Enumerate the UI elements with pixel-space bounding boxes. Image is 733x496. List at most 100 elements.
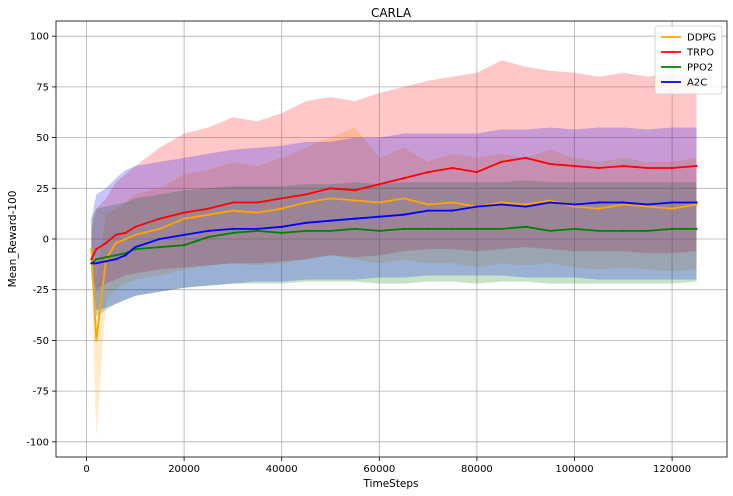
a2c-point [671,201,674,204]
trpo-point [475,171,478,174]
x-tick-label: 40000 [266,464,298,475]
legend-label-a2c: A2C [687,78,707,89]
ppo2-point [104,256,108,259]
trpo-point [500,160,503,163]
trpo-point [573,164,576,168]
a2c-point [95,262,98,265]
legend-box [654,25,723,95]
grid [56,21,727,457]
a2c-point [573,203,576,206]
ddpg-point [329,197,332,200]
trpo-point [104,242,108,245]
trpo-point [646,166,649,170]
ddpg-point [597,207,601,210]
x-axis-label: TimeSteps [362,478,418,490]
a2c-point [329,219,332,222]
ddpg-point [378,201,381,204]
trpo-point [402,177,405,180]
ppo2-point [305,229,308,232]
a2c-point [451,209,454,212]
trpo-point [124,231,127,234]
x-tick-label: 20000 [168,464,200,475]
ppo2-point [158,246,161,249]
ppo2-point [524,225,527,228]
ppo2-point [207,235,210,239]
ddpg-point [280,207,283,210]
trpo-point [597,166,601,170]
ppo2-point [378,229,381,232]
ddpg-point [90,248,93,251]
y-tick-label: -100 [26,437,49,448]
trpo-point [231,201,234,204]
ppo2-point [256,229,259,232]
ppo2-point [475,227,478,230]
a2c-point [305,221,308,224]
y-tick-label: -75 [33,387,49,398]
trpo-point [95,248,98,251]
ddpg-point [646,205,649,208]
a2c-point [500,203,503,206]
ddpg-point [573,205,576,208]
ddpg-point [231,209,234,212]
trpo-point [524,156,527,159]
ddpg-point [402,197,405,200]
x-tick-label: 0 [83,464,89,475]
ppo2-point [329,229,332,232]
ddpg-point [451,201,454,204]
ddpg-point [549,199,552,202]
ppo2-point [95,258,98,261]
trpo-point [329,187,332,190]
trpo-point [183,211,186,214]
ddpg-point [134,233,137,236]
a2c-point [134,246,137,249]
y-axis-ticks: -100 -75 -50 -25 0 25 50 75 100 [26,32,56,448]
trpo-point [207,207,210,210]
trpo-point [256,201,259,204]
ppo2-band [91,180,697,317]
ppo2-point [646,229,649,232]
ddpg-point [353,199,356,202]
ppo2-point [695,227,698,230]
ddpg-point [124,237,127,241]
y-tick-label: 75 [36,82,49,93]
ppo2-point [597,229,601,232]
y-tick-label: 0 [43,235,49,246]
ppo2-point [114,254,117,257]
a2c-point [524,205,527,208]
a2c-point [402,213,405,216]
ddpg-point [207,213,210,216]
ddpg-point [524,203,527,206]
ppo2-point [500,227,503,230]
x-axis-ticks: 0 20000 40000 60000 80000 100000 120000 [83,457,691,475]
x-tick-label: 100000 [555,464,593,475]
ppo2-point [427,227,430,230]
a2c-point [378,215,381,218]
a2c-point [207,229,210,232]
trpo-point [134,225,137,228]
legend-label-ddpg: DDPG [687,33,716,44]
a2c-point [104,260,108,263]
ppo2-point [573,227,576,230]
ddpg-point [104,258,108,261]
a2c-point [256,227,259,230]
ppo2-point [353,227,356,230]
trpo-point [427,171,430,174]
ddpg-point [183,217,186,220]
ppo2-point [549,229,552,232]
x-tick-label: 120000 [653,464,691,475]
ddpg-band [91,127,697,438]
ddpg-point [695,203,698,206]
ddpg-point [427,203,430,206]
legend-label-trpo: TRPO [686,48,714,59]
y-tick-label: 25 [36,184,49,195]
y-tick-label: 100 [30,32,49,43]
y-tick-label: -50 [33,336,49,347]
legend: DDPG TRPO PPO2 A2C [654,25,723,95]
trpo-point [158,217,161,220]
trpo-point [353,189,356,192]
x-tick-label: 80000 [461,464,493,475]
trpo-point [622,164,625,168]
legend-label-ppo2: PPO2 [687,63,713,74]
